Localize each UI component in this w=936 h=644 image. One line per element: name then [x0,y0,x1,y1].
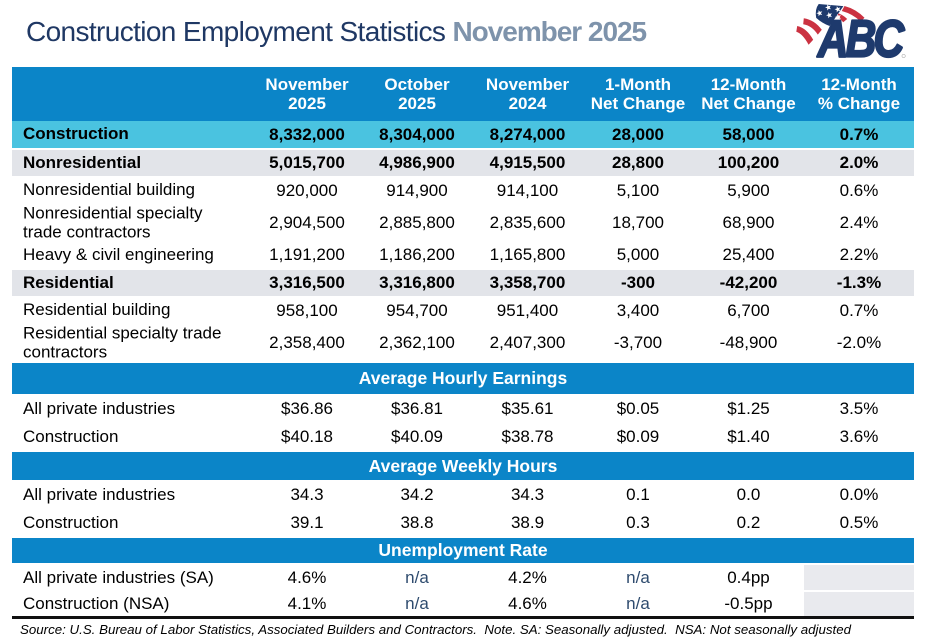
svg-text:ABC: ABC [817,11,905,64]
